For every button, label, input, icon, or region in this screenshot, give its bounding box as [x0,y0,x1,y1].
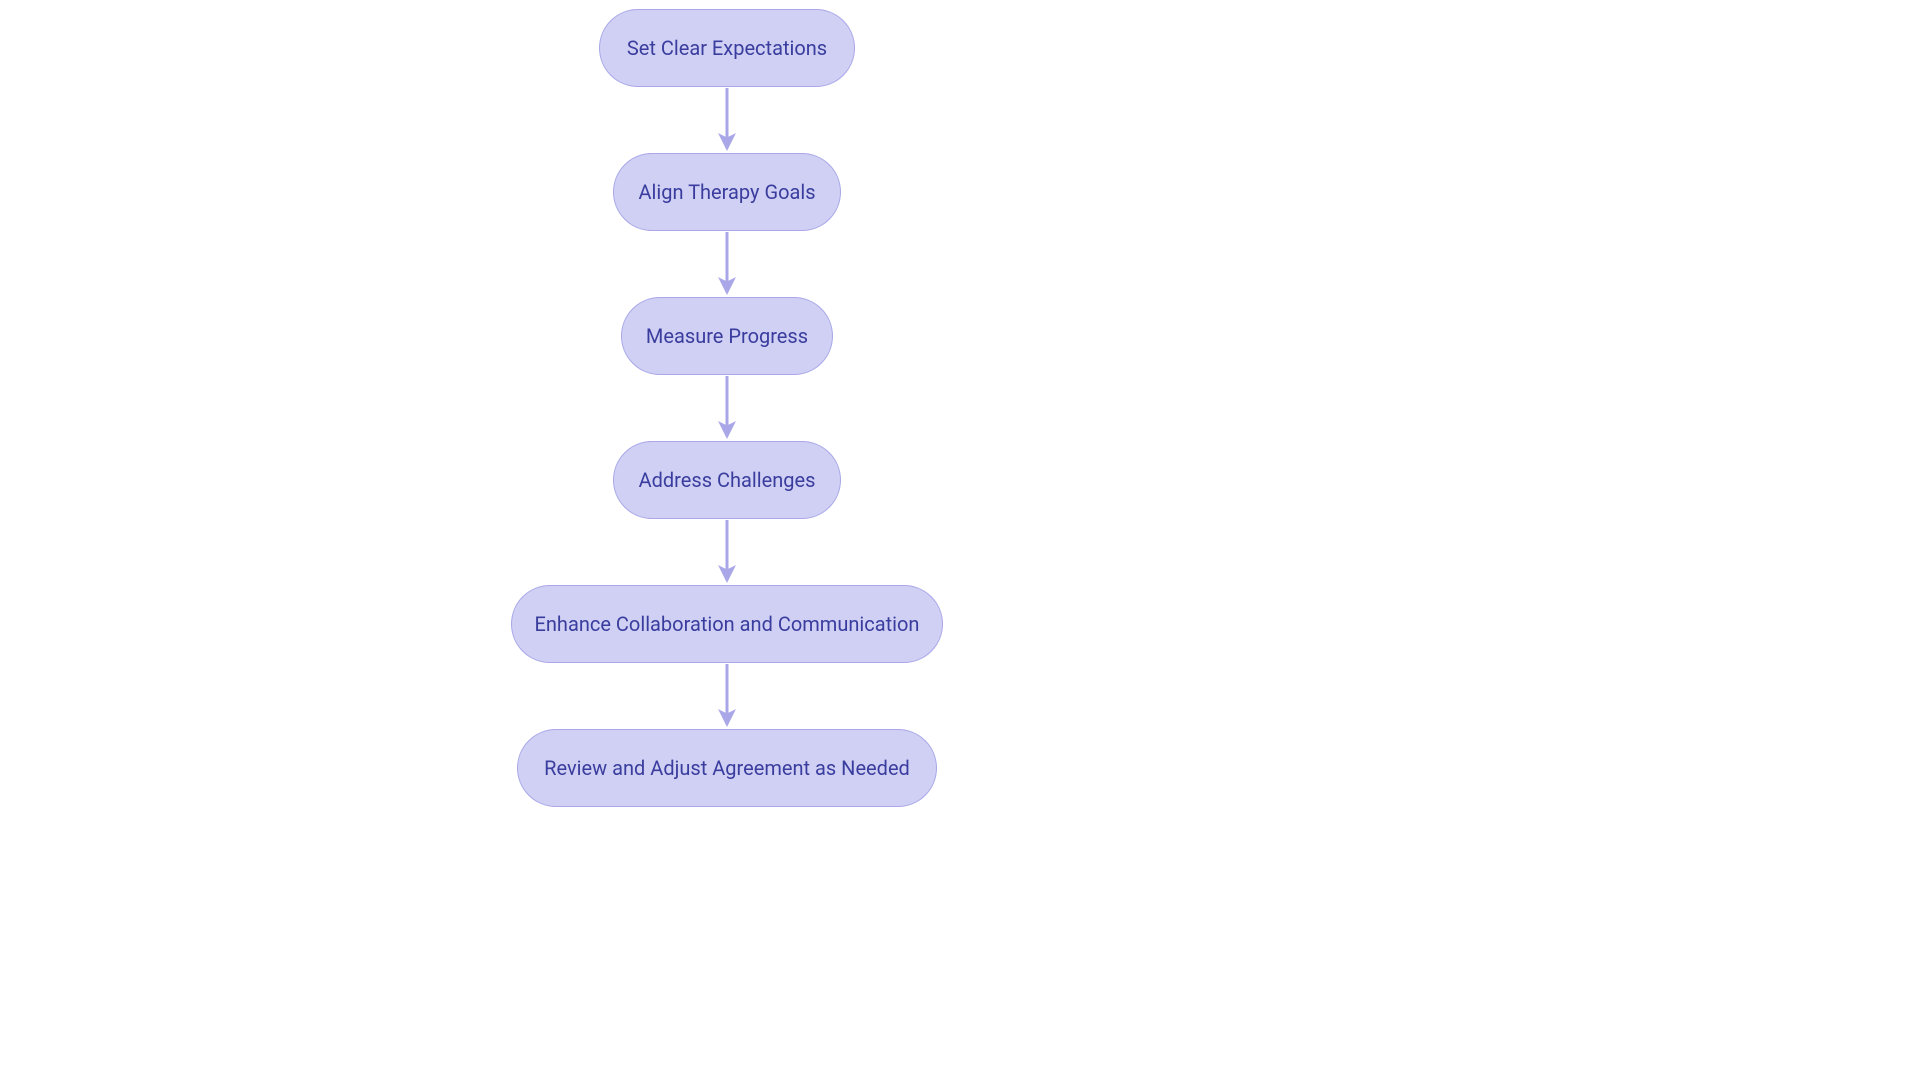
flowchart-node: Review and Adjust Agreement as Needed [517,729,937,807]
flowchart-node-label: Enhance Collaboration and Communication [535,612,920,636]
flowchart-node-label: Align Therapy Goals [638,180,815,204]
flowchart-node-label: Review and Adjust Agreement as Needed [544,756,910,780]
flowchart-node: Align Therapy Goals [613,153,841,231]
flowchart-node-label: Measure Progress [646,324,808,348]
flowchart-node-label: Address Challenges [639,468,816,492]
flowchart-node: Enhance Collaboration and Communication [511,585,943,663]
flowchart-node: Address Challenges [613,441,841,519]
flowchart-node: Set Clear Expectations [599,9,855,87]
flowchart-node: Measure Progress [621,297,833,375]
flowchart-arrows [0,0,1920,1080]
flowchart-node-label: Set Clear Expectations [627,36,827,60]
flowchart-canvas: Set Clear Expectations Align Therapy Goal… [0,0,1920,1080]
